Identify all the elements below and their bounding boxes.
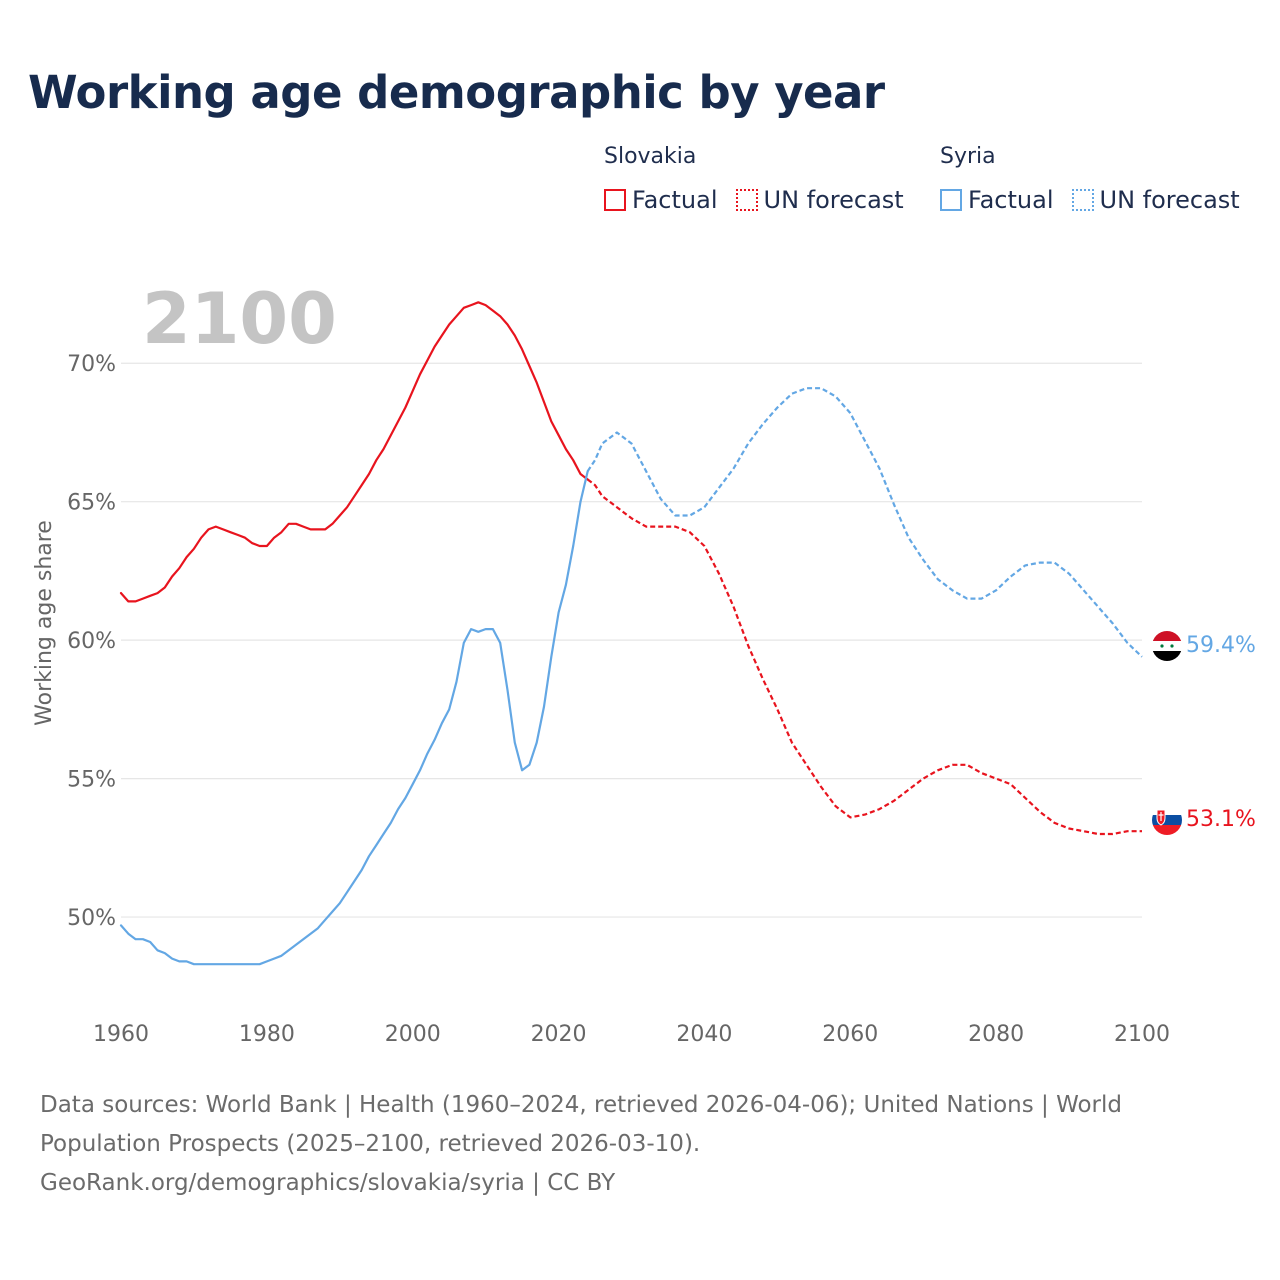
slovakia-flag-icon xyxy=(1152,805,1182,835)
x-tick-label: 1960 xyxy=(93,1022,149,1047)
syria-end-label: 59.4% xyxy=(1186,633,1256,658)
slovakia-forecast-line xyxy=(587,478,1142,836)
y-tick-label: 65% xyxy=(67,491,116,516)
year-label: 2100 xyxy=(142,278,337,360)
legend-swatch-solid xyxy=(604,189,626,211)
y-tick-label: 50% xyxy=(67,906,116,931)
legend-item-slovakia-forecast[interactable]: UN forecast xyxy=(735,186,904,214)
x-tick-label: 2060 xyxy=(822,1022,878,1047)
legend-swatch-dotted xyxy=(735,189,758,211)
x-tick-label: 2020 xyxy=(531,1022,587,1047)
legend-item-slovakia-factual[interactable]: Factual xyxy=(604,186,718,214)
syria-flag-icon xyxy=(1152,631,1182,661)
legend-item-syria-factual[interactable]: Factual xyxy=(940,186,1054,214)
syria-forecast-line xyxy=(586,387,1143,658)
y-tick-label: 60% xyxy=(67,629,116,654)
legend-label: UN forecast xyxy=(763,186,904,214)
legend-swatch-dotted xyxy=(1071,189,1094,211)
source-line: Population Prospects (2025–2100, retriev… xyxy=(40,1131,701,1157)
x-tick-label: 1980 xyxy=(239,1022,295,1047)
legend-group-name: Syria xyxy=(940,144,996,169)
legend-label: Factual xyxy=(968,186,1054,214)
legend-group-syria: Syria Factual UN forecast xyxy=(940,144,1240,214)
slovakia-factual-line xyxy=(119,301,589,603)
source-line: Data sources: World Bank | Health (1960–… xyxy=(40,1092,1122,1118)
slovakia-end-label: 53.1% xyxy=(1186,807,1256,832)
y-axis-label: Working age share xyxy=(32,520,57,726)
line-chart: 2100 50% 55% 60% 65% 70% 1960 1980 2000 2020 2040… xyxy=(32,278,1256,1047)
legend-item-syria-forecast[interactable]: UN forecast xyxy=(1071,186,1240,214)
legend-group-name: Slovakia xyxy=(604,144,697,169)
chart-title: Working age demographic by year xyxy=(28,66,885,119)
legend-label: UN forecast xyxy=(1099,186,1240,214)
legend-label: Factual xyxy=(632,186,718,214)
y-tick-label: 55% xyxy=(67,768,116,793)
source-note: Data sources: World Bank | Health (1960–… xyxy=(40,1086,1240,1203)
syria-factual-line xyxy=(119,470,589,966)
source-line: GeoRank.org/demographics/slovakia/syria … xyxy=(40,1170,616,1196)
x-tick-label: 2000 xyxy=(385,1022,441,1047)
x-tick-label: 2080 xyxy=(968,1022,1024,1047)
x-tick-label: 2100 xyxy=(1114,1022,1170,1047)
legend-swatch-solid xyxy=(940,189,962,211)
y-tick-label: 70% xyxy=(67,352,116,377)
legend-group-slovakia: Slovakia Factual UN forecast xyxy=(604,144,904,214)
x-tick-label: 2040 xyxy=(676,1022,732,1047)
